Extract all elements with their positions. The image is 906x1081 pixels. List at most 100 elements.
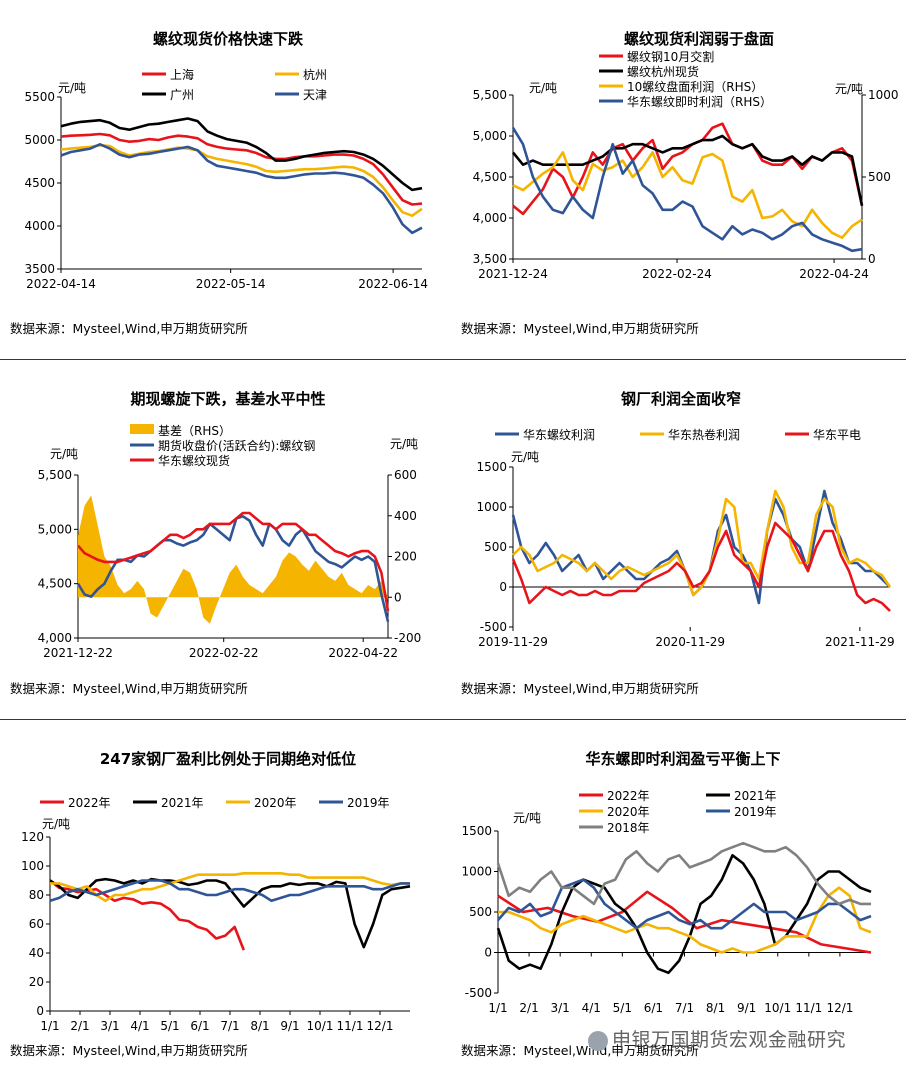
x-tick-label: 12/1 xyxy=(826,1001,853,1015)
y-tick-label: 40 xyxy=(29,946,44,960)
x-tick-label: 9/1 xyxy=(280,1019,299,1033)
x-tick-label: 6/1 xyxy=(190,1019,209,1033)
chart-panel-3: 期现螺旋下跌，基差水平中性 基差（RHS） 期货收盘价(活跃合约):螺纹钢 华东螺纹现… xyxy=(0,362,453,720)
y-tick-label: 5,000 xyxy=(38,522,72,536)
x-tick-label: 2022-02-24 xyxy=(642,267,712,281)
x-tick-label: 2021-11-29 xyxy=(825,635,895,649)
y-tick-label: 4000 xyxy=(24,219,55,233)
y-tick-label: 0 xyxy=(36,1004,44,1018)
y2-tick-label: 0 xyxy=(394,590,402,604)
y-tick-label: 4,000 xyxy=(38,631,72,645)
y-tick-label: 0 xyxy=(484,946,492,960)
x-tick-label: 11/1 xyxy=(795,1001,822,1015)
source-note: 数据来源：Mysteel,Wind,申万期货研究所 xyxy=(10,321,248,336)
x-tick-label: 2021-12-24 xyxy=(478,267,548,281)
y-axis-label: 元/吨 xyxy=(50,447,78,461)
series-line-杭州 xyxy=(60,143,423,217)
x-tick-label: 3/1 xyxy=(100,1019,119,1033)
legend-label: 2022年 xyxy=(607,789,650,803)
x-tick-label: 8/1 xyxy=(250,1019,269,1033)
watermark-text: 申银万国期货宏观金融研究 xyxy=(612,1029,847,1051)
legend-label: 2021年 xyxy=(734,789,777,803)
x-tick-label: 1/1 xyxy=(40,1019,59,1033)
chart-east-china-profit: 华东螺即时利润盈亏平衡上下 2022年 2021年 2020年 2019年 2018年 元/… xyxy=(461,750,872,1015)
y-tick-label: 5,500 xyxy=(473,88,507,102)
y-tick-label: 100 xyxy=(21,859,44,873)
x-tick-label: 11/1 xyxy=(337,1019,364,1033)
x-tick-label: 2022-02-22 xyxy=(189,646,259,660)
chart-panel-5: 247家钢厂盈利比例处于同期绝对低位 2022年 2021年 2020年 2019年 元/… xyxy=(0,722,453,1081)
y-tick-label: 80 xyxy=(29,888,44,902)
watermark: 申银万国期货宏观金融研究 xyxy=(588,1025,846,1052)
series-line-2021年 xyxy=(49,877,411,949)
y-tick-label: 1500 xyxy=(461,824,492,838)
x-tick-label: 10/1 xyxy=(764,1001,791,1015)
series-line-2018年 xyxy=(496,841,871,906)
chart-title: 期现螺旋下跌，基差水平中性 xyxy=(130,390,325,408)
y-tick-label: 4,500 xyxy=(473,170,507,184)
x-tick-label: 2022-06-14 xyxy=(358,277,428,291)
y2-tick-label: 200 xyxy=(394,550,417,564)
divider xyxy=(0,359,906,360)
series-line-上海 xyxy=(60,132,423,206)
source-note: 数据来源：Mysteel,Wind,申万期货研究所 xyxy=(461,321,699,336)
chart-title: 247家钢厂盈利比例处于同期绝对低位 xyxy=(100,750,356,768)
legend-label: 螺纹钢10月交割 xyxy=(627,49,714,64)
legend-label: 华东热卷利润 xyxy=(668,427,740,442)
series-line-2020年 xyxy=(498,886,872,954)
y2-axis-label: 元/吨 xyxy=(390,437,418,451)
legend-label: 杭州 xyxy=(303,67,327,82)
legend-label: 华东平电 xyxy=(813,428,861,442)
x-tick-label: 10/1 xyxy=(307,1019,334,1033)
x-tick-label: 2/1 xyxy=(519,1001,538,1015)
y-tick-label: 4,000 xyxy=(473,211,507,225)
x-tick-label: 2019-11-29 xyxy=(478,635,548,649)
x-tick-label: 7/1 xyxy=(220,1019,239,1033)
series-line-广州 xyxy=(60,117,423,192)
legend-label: 基差（RHS） xyxy=(158,424,231,438)
chart-title: 螺纹现货利润弱于盘面 xyxy=(624,30,774,48)
y2-tick-label: 500 xyxy=(868,170,891,184)
legend-label: 华东螺纹即时利润（RHS） xyxy=(627,95,772,109)
x-tick-label: 2020-11-29 xyxy=(655,635,725,649)
x-tick-label: 7/1 xyxy=(675,1001,694,1015)
source-note: 数据来源：Mysteel,Wind,申万期货研究所 xyxy=(461,681,699,696)
series-line-螺纹杭州现货 xyxy=(511,134,864,206)
series-line-华东热卷利润 xyxy=(512,489,892,597)
legend-label: 2020年 xyxy=(607,805,650,819)
series-line-期货收盘价(活跃合约):螺纹钢 xyxy=(76,515,390,623)
legend-label: 10螺纹盘面利润（RHS） xyxy=(627,79,763,94)
legend-label: 华东螺纹现货 xyxy=(158,453,230,468)
legend-label: 2018年 xyxy=(607,821,650,835)
x-tick-label: 2022-04-14 xyxy=(26,277,96,291)
x-tick-label: 1/1 xyxy=(488,1001,507,1015)
y-tick-label: 1000 xyxy=(461,865,492,879)
y-tick-label: 120 xyxy=(21,830,44,844)
y-axis-label: 元/吨 xyxy=(513,811,541,825)
series-line-2022年 xyxy=(497,890,872,954)
y-axis-label: 元/吨 xyxy=(58,81,86,95)
chart-panel-2: 螺纹现货利润弱于盘面 螺纹钢10月交割 螺纹杭州现货 10螺纹盘面利润（RHS） 华东螺… xyxy=(453,0,906,360)
y-tick-label: 500 xyxy=(484,540,507,554)
y-tick-label: 1500 xyxy=(476,460,507,474)
series-line-2020年 xyxy=(50,872,410,903)
x-tick-label: 6/1 xyxy=(644,1001,663,1015)
series-line-华东螺纹即时利润（RHS） xyxy=(511,127,863,253)
x-tick-label: 12/1 xyxy=(367,1019,394,1033)
y-tick-label: 5,500 xyxy=(38,468,72,482)
y-tick-label: 0 xyxy=(499,580,507,594)
y-tick-label: 20 xyxy=(29,975,44,989)
legend-label: 华东螺纹利润 xyxy=(523,428,595,442)
series-line-天津 xyxy=(60,143,423,235)
source-note: 数据来源：Mysteel,Wind,申万期货研究所 xyxy=(461,1043,699,1058)
y-tick-label: 4500 xyxy=(24,176,55,190)
y-axis-label: 元/吨 xyxy=(42,817,70,831)
x-tick-label: 5/1 xyxy=(160,1019,179,1033)
chart-panel-1: 螺纹现货价格快速下跌 上海 杭州 广州 天津 元/吨 5500 5000 4500 4000 350… xyxy=(0,0,453,360)
y-tick-label: -500 xyxy=(480,620,507,634)
y-tick-label: 3,500 xyxy=(473,252,507,266)
x-tick-label: 8/1 xyxy=(706,1001,725,1015)
y-axis-label: 元/吨 xyxy=(511,450,539,464)
y-axis-label: 元/吨 xyxy=(529,81,557,95)
y-tick-label: 3500 xyxy=(24,262,55,276)
